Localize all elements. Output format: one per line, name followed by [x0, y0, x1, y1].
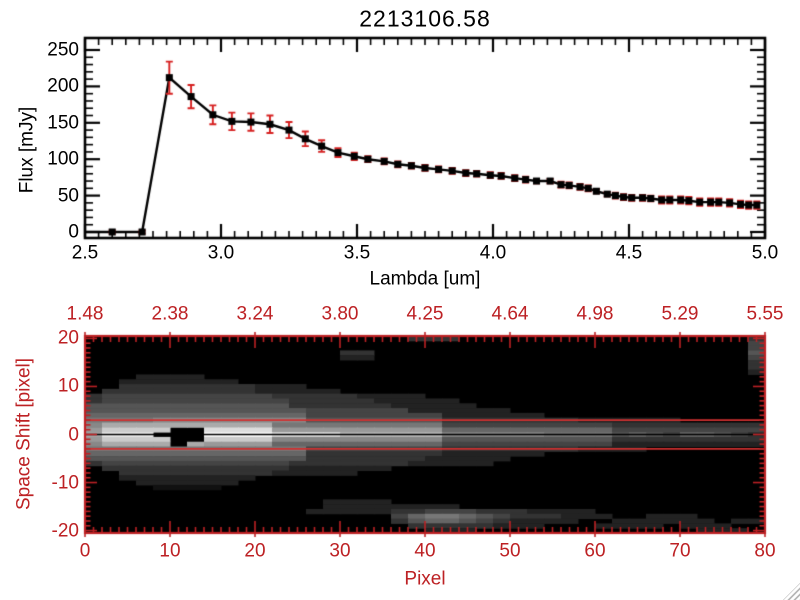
- pixel-tick-label: 40: [414, 540, 436, 562]
- wavelength-tick-label: 5.55: [746, 303, 784, 325]
- flux-tick-label: 50: [57, 185, 79, 207]
- shift-tick-label: -20: [51, 520, 79, 542]
- flux-tick-label: 250: [47, 39, 79, 61]
- pixel-tick-label: 30: [329, 540, 351, 562]
- lambda-axis-label: Lambda [um]: [369, 268, 481, 290]
- wavelength-tick-label: 4.25: [406, 303, 444, 325]
- lambda-tick-label: 5.0: [751, 242, 779, 264]
- flux-tick-label: 0: [68, 221, 79, 243]
- shift-tick-label: -10: [51, 472, 79, 494]
- wavelength-tick-label: 3.24: [236, 303, 274, 325]
- pixel-tick-label: 60: [584, 540, 606, 562]
- pixel-tick-label: 70: [669, 540, 691, 562]
- wavelength-tick-label: 4.98: [576, 303, 614, 325]
- flux-axis-label: Flux [mJy]: [16, 106, 38, 194]
- lambda-tick-label: 4.5: [615, 242, 643, 264]
- space-shift-axis-label: Space Shift [pixel]: [13, 357, 35, 511]
- wavelength-tick-label: 3.80: [321, 303, 359, 325]
- pixel-tick-label: 20: [244, 540, 266, 562]
- pixel-tick-label: 80: [754, 540, 776, 562]
- wavelength-tick-label: 1.48: [66, 303, 104, 325]
- shift-tick-label: 0: [68, 424, 79, 445]
- pixel-tick-label: 0: [79, 540, 91, 562]
- plot-title: 2213106.58: [359, 5, 491, 32]
- wavelength-tick-label: 5.29: [661, 303, 699, 325]
- pixel-axis-label: Pixel: [404, 568, 446, 590]
- lambda-tick-label: 2.5: [71, 242, 99, 264]
- pixel-tick-label: 10: [159, 540, 181, 562]
- wavelength-tick-label: 2.38: [151, 303, 189, 325]
- lambda-tick-label: 4.0: [479, 242, 507, 264]
- flux-tick-label: 100: [47, 148, 79, 170]
- lambda-tick-label: 3.5: [343, 242, 371, 264]
- flux-tick-label: 150: [47, 112, 79, 134]
- shift-tick-label: 20: [57, 327, 79, 349]
- shift-tick-label: 10: [57, 375, 79, 397]
- pixel-tick-label: 50: [499, 540, 521, 562]
- wavelength-tick-label: 4.64: [491, 303, 529, 325]
- lambda-tick-label: 3.0: [207, 242, 235, 264]
- flux-tick-label: 200: [47, 75, 79, 97]
